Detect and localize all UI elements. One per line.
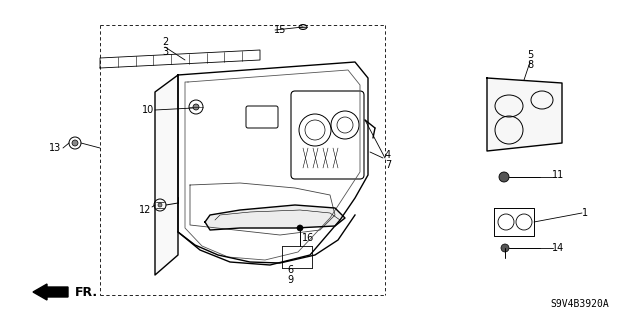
Text: 15: 15	[274, 25, 286, 35]
Circle shape	[499, 172, 509, 182]
Circle shape	[193, 104, 199, 110]
Text: 10: 10	[142, 105, 154, 115]
Text: 1: 1	[582, 208, 588, 218]
Ellipse shape	[299, 25, 307, 29]
Text: S9V4B3920A: S9V4B3920A	[550, 299, 609, 309]
Polygon shape	[487, 78, 562, 151]
Text: 5: 5	[527, 50, 533, 60]
Text: 11: 11	[552, 170, 564, 180]
Text: 4: 4	[385, 150, 391, 160]
Circle shape	[158, 203, 162, 207]
Text: FR.: FR.	[75, 286, 98, 299]
Text: 16: 16	[302, 233, 314, 243]
Text: 6: 6	[287, 265, 293, 275]
Text: 2: 2	[162, 37, 168, 47]
Text: 12: 12	[139, 205, 151, 215]
Circle shape	[297, 225, 303, 231]
Text: 8: 8	[527, 60, 533, 70]
Text: 7: 7	[385, 160, 391, 170]
Polygon shape	[155, 75, 178, 275]
Text: 9: 9	[287, 275, 293, 285]
Circle shape	[501, 244, 509, 252]
Text: 14: 14	[552, 243, 564, 253]
Text: 13: 13	[49, 143, 61, 153]
Text: 3: 3	[162, 47, 168, 57]
FancyArrow shape	[33, 284, 68, 300]
Polygon shape	[205, 205, 345, 230]
Circle shape	[72, 140, 78, 146]
